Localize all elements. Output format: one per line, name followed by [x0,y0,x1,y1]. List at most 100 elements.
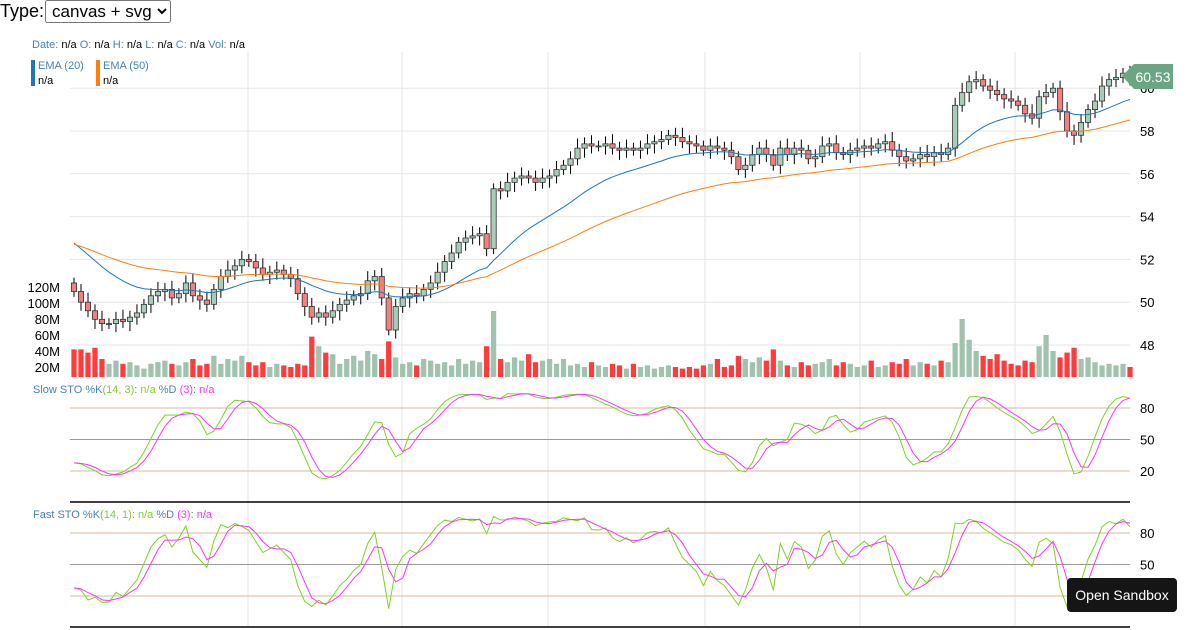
candle-body [175,293,182,299]
candle-body [833,143,840,153]
volume-bar [658,367,665,377]
candle-body [322,312,329,318]
volume-bar [861,365,867,377]
price-tick-label: 56 [1140,167,1154,182]
candle-body [658,139,665,143]
candle-body [252,261,259,269]
candle-body [301,293,308,307]
volume-bar [1071,347,1077,377]
type-select[interactable]: canvas + svg [45,0,172,23]
volume-bar [1050,351,1056,377]
candle-body [133,312,140,318]
candle-body [189,282,196,297]
slow-sto-tick-label: 80 [1140,401,1154,416]
candle-body [994,89,1001,96]
candle-body [609,143,616,149]
stochastic-panels [70,393,1131,628]
volume-bar [1127,367,1133,377]
type-label: Type: [0,1,45,21]
candle-body [980,79,987,87]
volume-bar [1113,365,1119,377]
volume-bar [917,362,923,377]
volume-bar [1106,363,1112,377]
candle-body [721,147,728,151]
volume-bar [518,360,525,377]
candle-body [553,169,560,177]
candle-body [714,145,721,149]
candle-body [854,147,861,151]
volume-bar [99,359,105,377]
volume-bar [316,346,322,377]
volume-bar [742,359,748,377]
candle-body [644,143,651,149]
candle-body [903,156,910,162]
volume-tick-label: 40M [35,344,60,359]
candle-body [336,303,343,312]
volume-bar [197,365,203,377]
volume-bar [414,365,420,377]
fast-sto-d-line [73,518,1131,605]
volume-bar [875,367,881,377]
slow-sto-tick-label: 20 [1140,464,1154,479]
volume-bar [882,365,888,377]
volume-bar [183,362,189,377]
volume-bar [497,359,504,377]
volume-bar [539,360,546,377]
volume-bar [449,365,455,377]
volume-bar [980,355,986,377]
volume-bar [176,365,182,377]
volume-bar [1008,363,1014,377]
candle-body [364,280,371,295]
volume-bar [616,365,623,377]
volume-bar [511,357,518,377]
volume-bar [463,363,469,377]
price-tick-label: 58 [1140,124,1154,139]
candle-body [420,288,427,297]
price-tick-label: 48 [1140,338,1154,353]
volume-bar [903,359,909,377]
volume-bar [945,362,951,377]
volume-bar [609,363,616,377]
ema50-line [73,119,1131,289]
ema50-swatch [96,60,100,86]
open-sandbox-button[interactable]: Open Sandbox [1067,578,1177,612]
volume-bar [1078,359,1084,377]
slow-sto-legend: Slow STO %K(14, 3): n/a %D (3): n/a [33,384,215,396]
candle-body [154,291,161,297]
volume-bar [812,363,818,377]
volume-bar [910,365,916,377]
candle-body [763,147,770,155]
volume-bar [693,368,700,377]
volume-bar [435,363,441,377]
volume-bar [602,367,609,377]
candle-body [1071,130,1078,136]
price-tick-label: 52 [1140,252,1154,267]
volume-bar [714,359,721,377]
volume-bar [700,365,707,377]
volume-bar [365,351,371,377]
volume-tick-label: 60M [35,328,60,343]
volume-bar [288,367,294,377]
fast-sto-tick-label: 80 [1140,526,1154,541]
volume-bar [581,367,588,377]
candle-body [469,235,476,239]
price-tick-label: 50 [1140,295,1154,310]
candle-body [861,145,868,149]
candle-body [1022,104,1029,115]
candle-body [504,181,511,192]
volume-bar [127,362,133,377]
volume-bar [330,354,336,377]
candle-body [119,318,126,322]
candle-body [574,147,581,160]
volume-bar [372,354,378,377]
candle-body [308,306,315,318]
candle-body [700,145,707,151]
candle-body [413,293,420,297]
volume-bar [994,354,1000,377]
candle-body [511,177,518,183]
volume-bar [560,359,567,377]
candle-body [77,291,85,303]
candle-body [826,143,833,147]
candle-body [455,241,462,254]
